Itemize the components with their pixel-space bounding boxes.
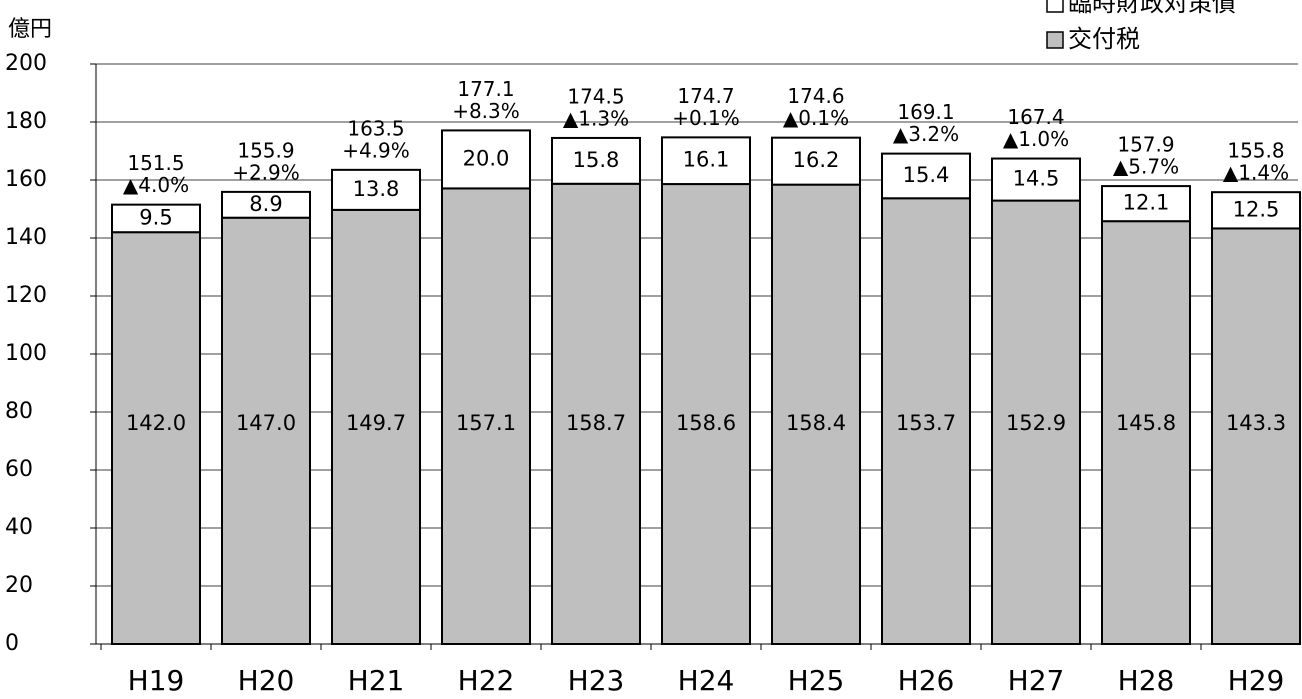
y-tick-label: 60 (5, 457, 33, 482)
x-tick-label: H27 (1008, 664, 1065, 697)
legend-swatch (1046, 31, 1064, 49)
value-label: 153.7 (896, 411, 956, 435)
total-label: 169.1 (897, 100, 954, 124)
change-label: +2.9% (232, 160, 300, 184)
value-label: 16.2 (793, 148, 840, 172)
x-tick-label: H23 (568, 664, 625, 697)
x-tick-label: H19 (128, 664, 185, 697)
x-tick-label: H24 (678, 664, 735, 697)
y-tick-label: 100 (5, 341, 47, 366)
y-tick-label: 120 (5, 283, 47, 308)
bar-segment (1211, 191, 1301, 230)
change-label: +8.3% (452, 99, 520, 123)
bar-segment (771, 136, 861, 186)
value-label: 9.5 (139, 205, 172, 229)
x-tick-label: H25 (788, 664, 845, 697)
total-label: 174.7 (677, 84, 734, 108)
legend-swatch (1046, 0, 1064, 13)
bar-segment (881, 197, 971, 646)
y-tick-label: 140 (5, 225, 47, 250)
change-label: ▲1.0% (1003, 127, 1069, 151)
bar-segment (991, 157, 1081, 202)
change-label: +0.1% (672, 106, 740, 130)
value-label: 158.6 (676, 411, 736, 435)
value-label: 143.3 (1226, 411, 1286, 435)
total-label: 155.9 (237, 138, 294, 162)
value-label: 14.5 (1013, 167, 1060, 191)
bar-segment (551, 182, 641, 646)
total-label: 157.9 (1117, 133, 1174, 157)
bar-segment (221, 190, 311, 219)
bar-segment (441, 187, 531, 645)
x-tick-label: H22 (458, 664, 515, 697)
change-label: ▲1.3% (563, 106, 629, 130)
value-label: 16.1 (683, 148, 730, 172)
value-label: 15.8 (573, 148, 620, 172)
change-label: ▲3.2% (893, 122, 959, 146)
y-tick-label: 20 (5, 573, 33, 598)
bar-segment (881, 152, 971, 200)
bar-segment (661, 183, 751, 645)
total-label: 174.5 (567, 84, 624, 108)
x-tick-label: H28 (1118, 664, 1175, 697)
value-label: 149.7 (346, 411, 406, 435)
y-tick-label: 160 (5, 167, 47, 192)
bar-segment (331, 208, 421, 645)
value-label: 12.5 (1233, 197, 1280, 221)
value-label: 13.8 (353, 177, 400, 201)
total-label: 167.4 (1007, 105, 1064, 129)
bar-segment (441, 129, 531, 190)
value-label: 158.7 (566, 411, 626, 435)
total-label: 151.5 (127, 151, 184, 175)
bar-segment (1101, 185, 1191, 223)
y-tick-label: 40 (5, 515, 33, 540)
change-label: ▲0.1% (783, 106, 849, 130)
bar-segment (331, 168, 421, 211)
y-tick-label: 0 (5, 631, 19, 656)
total-label: 163.5 (347, 116, 404, 140)
bar-segment (771, 183, 861, 645)
bar-segment (111, 203, 201, 234)
x-tick-label: H26 (898, 664, 955, 697)
y-tick-label: 200 (5, 51, 47, 76)
bar-segment (661, 136, 751, 186)
value-label: 158.4 (786, 411, 846, 435)
bar-segment (1101, 220, 1191, 645)
bar-segment (111, 231, 201, 645)
y-axis-title: 億円 (8, 17, 52, 42)
value-label: 20.0 (463, 146, 510, 170)
value-label: 152.9 (1006, 411, 1066, 435)
total-label: 155.8 (1227, 139, 1284, 163)
total-label: 177.1 (457, 77, 514, 101)
change-label: ▲5.7% (1113, 155, 1179, 179)
value-label: 15.4 (903, 163, 950, 187)
value-label: 12.1 (1123, 191, 1170, 215)
total-label: 174.6 (787, 84, 844, 108)
change-label: +4.9% (342, 138, 410, 162)
x-tick-label: H29 (1228, 664, 1285, 697)
legend-label: 交付税 (1068, 25, 1140, 53)
value-label: 8.9 (249, 192, 282, 216)
value-label: 157.1 (456, 411, 516, 435)
x-tick-label: H21 (348, 664, 405, 697)
change-label: ▲4.0% (123, 173, 189, 197)
x-tick-label: H20 (238, 664, 295, 697)
value-label: 145.8 (1116, 411, 1176, 435)
y-tick-label: 80 (5, 399, 33, 424)
bar-segment (1211, 227, 1301, 645)
change-label: ▲1.4% (1223, 161, 1289, 185)
bar-segment (991, 199, 1081, 645)
bar-segment (551, 136, 641, 185)
legend-label: 臨時財政対策債 (1068, 0, 1236, 17)
value-label: 147.0 (236, 411, 296, 435)
y-tick-label: 180 (5, 109, 47, 134)
value-label: 142.0 (126, 411, 186, 435)
